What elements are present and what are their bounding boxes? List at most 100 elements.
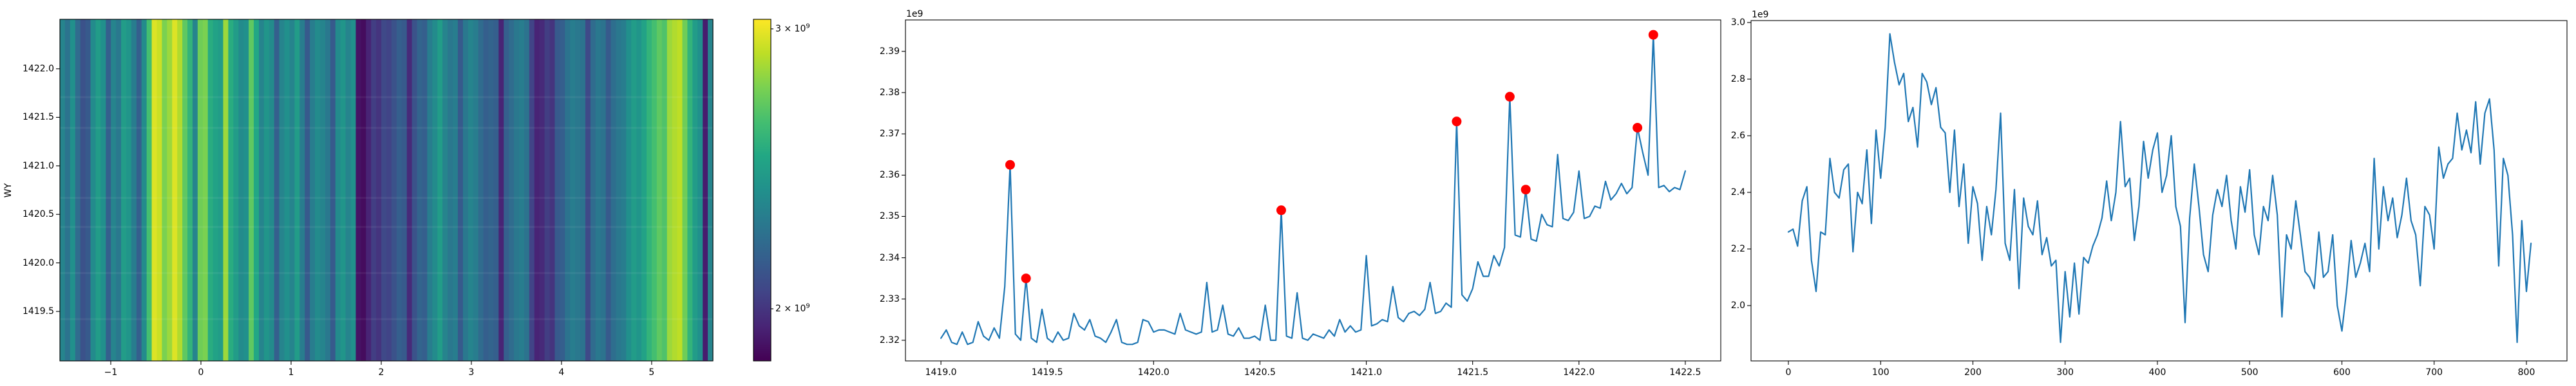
heatmap-column xyxy=(366,19,372,361)
peak-marker xyxy=(1452,116,1462,127)
heatmap-column xyxy=(254,19,260,361)
heatmap-column xyxy=(661,19,668,361)
peak-marker xyxy=(1005,160,1015,170)
peak-marker xyxy=(1520,185,1531,195)
heatmap-column xyxy=(325,19,331,361)
peak-marker xyxy=(1504,91,1515,102)
heatmap-column xyxy=(218,19,224,361)
heatmap-column xyxy=(60,19,66,361)
heatmap-column xyxy=(361,19,366,361)
heatmap-column xyxy=(320,19,326,361)
heatmap-column xyxy=(131,19,137,361)
heatmap-column xyxy=(263,19,270,361)
heatmap-column xyxy=(544,19,551,361)
heatmap-column xyxy=(473,19,479,361)
heatmap-column xyxy=(565,19,571,361)
heatmap-column xyxy=(64,19,71,361)
heatmap-column xyxy=(315,19,321,361)
heatmap-column xyxy=(197,19,204,361)
peak-marker xyxy=(1633,123,1643,133)
heatmap-column xyxy=(386,19,392,361)
heatmap-light-row xyxy=(60,226,713,228)
heatmap-column xyxy=(529,19,535,361)
heatmap-column xyxy=(330,19,336,361)
heatmap-light-row xyxy=(60,96,713,98)
heatmap-column xyxy=(182,19,188,361)
heatmap-column xyxy=(611,19,617,361)
heatmap-column xyxy=(381,19,387,361)
heatmap-column xyxy=(146,19,153,361)
heatmap-column xyxy=(172,19,178,361)
heatmap-column xyxy=(549,19,556,361)
heatmap-column xyxy=(141,19,147,361)
heatmap-column xyxy=(442,19,448,361)
heatmap-column xyxy=(616,19,621,361)
heatmap-column xyxy=(289,19,295,361)
heatmap-column xyxy=(228,19,234,361)
heatmap-column xyxy=(207,19,214,361)
heatmap-column xyxy=(223,19,229,361)
heatmap-column xyxy=(437,19,443,361)
heatmap-column xyxy=(493,19,499,361)
heatmap-column xyxy=(213,19,219,361)
heatmap-column xyxy=(258,19,265,361)
axes-frame xyxy=(59,19,714,362)
heatmap-column xyxy=(560,19,565,361)
heatmap-column xyxy=(554,19,560,361)
heatmap-column xyxy=(406,19,413,361)
heatmap-column xyxy=(621,19,627,361)
heatmap-column xyxy=(524,19,530,361)
heatmap-column xyxy=(631,19,637,361)
heatmap-column xyxy=(539,19,545,361)
heatmap-column xyxy=(249,19,254,361)
heatmap-light-row xyxy=(60,271,713,274)
heatmap-column xyxy=(274,19,280,361)
heatmap-column xyxy=(468,19,474,361)
heatmap-column xyxy=(641,19,647,361)
heatmap-column xyxy=(310,19,316,361)
heatmap-column xyxy=(697,19,703,361)
heatmap-column xyxy=(111,19,117,361)
heatmap-column xyxy=(376,19,382,361)
heatmap-column xyxy=(202,19,209,361)
axes-frame xyxy=(905,19,1721,362)
heatmap-column xyxy=(452,19,459,361)
heatmap-column xyxy=(243,19,249,361)
heatmap-column xyxy=(636,19,642,361)
peak-marker xyxy=(1276,205,1286,216)
heatmap-column xyxy=(667,19,673,361)
heatmap-column xyxy=(692,19,698,361)
heatmap-column xyxy=(448,19,453,361)
heatmap-column xyxy=(478,19,484,361)
heatmap-column xyxy=(570,19,576,361)
heatmap-column xyxy=(391,19,397,361)
heatmap-column xyxy=(575,19,581,361)
heatmap-column xyxy=(651,19,658,361)
heatmap-column xyxy=(269,19,275,361)
heatmap-column xyxy=(600,19,607,361)
heatmap-column xyxy=(672,19,678,361)
colorbar-frame xyxy=(753,19,772,362)
heatmap-column xyxy=(85,19,91,361)
heatmap-column xyxy=(355,19,361,361)
heatmap-column xyxy=(687,19,693,361)
heatmap-column xyxy=(605,19,612,361)
data-line xyxy=(940,33,1686,345)
heatmap-column xyxy=(126,19,132,361)
heatmap-column xyxy=(590,19,596,361)
peak-marker xyxy=(1648,30,1658,40)
heatmap-column xyxy=(106,19,111,361)
heatmap-column xyxy=(462,19,469,361)
heatmap-column xyxy=(100,19,106,361)
heatmap-column xyxy=(488,19,494,361)
axes-frame xyxy=(1750,20,2568,362)
heatmap-column xyxy=(457,19,464,361)
heatmap-column xyxy=(626,19,632,361)
heatmap-column xyxy=(417,19,423,361)
peak-marker xyxy=(1021,273,1031,284)
heatmap-column xyxy=(294,19,300,361)
data-line xyxy=(1787,33,2532,344)
heatmap-column xyxy=(703,19,708,361)
heatmap-column xyxy=(156,19,163,361)
